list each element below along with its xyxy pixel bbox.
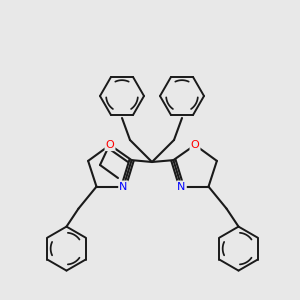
Text: O: O (190, 140, 200, 150)
Text: N: N (177, 182, 186, 192)
Text: O: O (106, 140, 114, 150)
Text: N: N (119, 182, 128, 192)
